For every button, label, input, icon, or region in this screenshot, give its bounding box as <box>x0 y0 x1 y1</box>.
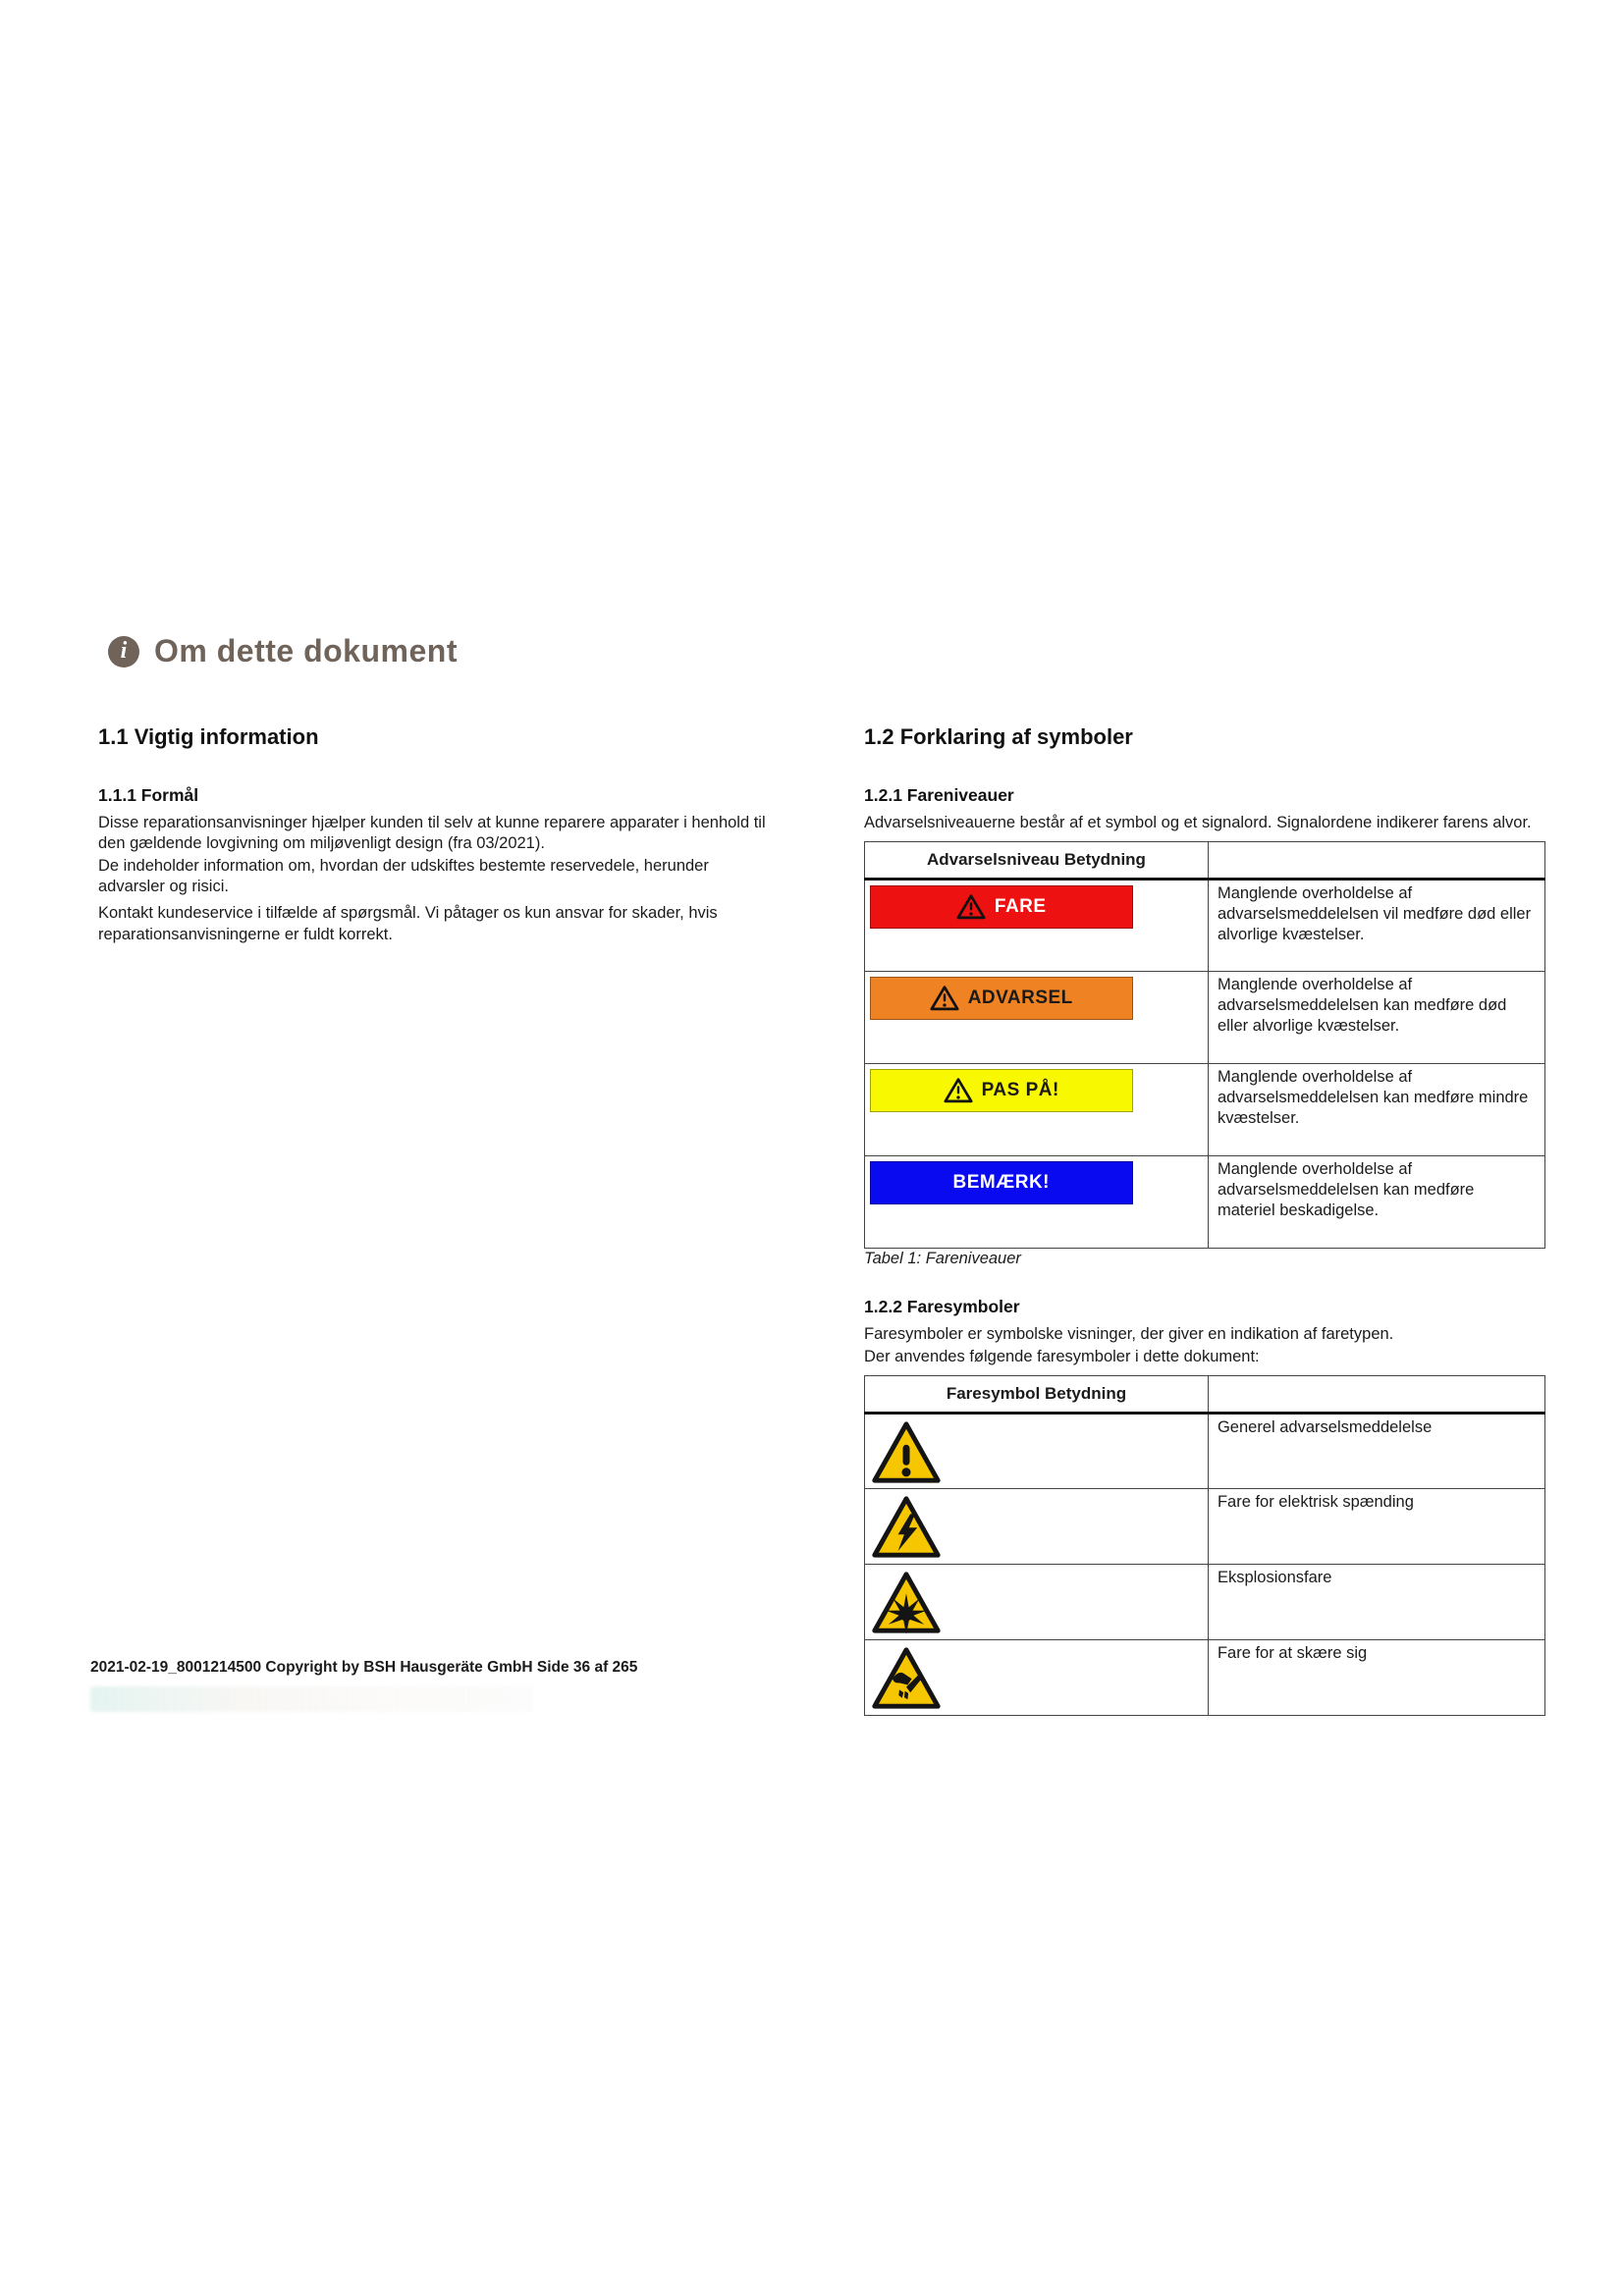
table-row-paspaa: PAS PÅ! Manglende overholdelse af advars… <box>864 1062 1546 1156</box>
meaning-cell: Manglende overholdelse af advarselsmedde… <box>1207 1062 1546 1156</box>
meaning-cell: Fare for at skære sig <box>1207 1638 1546 1716</box>
warning-triangle-icon <box>956 894 986 920</box>
meaning-cell: Manglende overholdelse af advarselsmedde… <box>1207 1154 1546 1249</box>
table-header-cell-empty <box>1207 841 1546 881</box>
page-footer: 2021-02-19_8001214500 Copyright by BSH H… <box>90 1659 638 1676</box>
warning-badge: ADVARSEL <box>870 976 1133 1020</box>
warning-levels-table: Advarselsniveau Betydning FARE Manglende… <box>864 841 1546 1249</box>
table-header-cell-empty <box>1207 1375 1546 1415</box>
paragraph: De indeholder information om, hvordan de… <box>98 857 709 896</box>
subsection-heading-1-1-1: 1.1.1 Formål <box>98 785 199 805</box>
electric-voltage-icon <box>872 1496 941 1558</box>
subsection-heading-1-2-1: 1.2.1 Fareniveauer <box>864 785 1014 805</box>
caution-badge: PAS PÅ! <box>870 1068 1133 1112</box>
general-warning-icon <box>872 1421 941 1483</box>
paragraph: Disse reparationsanvisninger hjælper kun… <box>98 814 766 853</box>
notice-badge: BEMÆRK! <box>870 1160 1133 1204</box>
right-column: 1.2 Forklaring af symboler 1.2.1 Fareniv… <box>864 724 1546 1716</box>
paragraph: Kontakt kundeservice i tilfælde af spørg… <box>98 904 718 943</box>
hazard-symbols-table: Faresymbol Betydning Generel advarselsme… <box>864 1375 1546 1716</box>
table-row-explosion: Eksplosionsfare <box>864 1563 1546 1640</box>
warning-triangle-icon <box>944 1078 973 1103</box>
cut-hazard-icon <box>872 1647 941 1709</box>
table-row-advarsel: ADVARSEL Manglende overholdelse af advar… <box>864 970 1546 1064</box>
explosion-icon <box>872 1572 941 1633</box>
meaning-cell: Eksplosionsfare <box>1207 1563 1546 1640</box>
info-icon: i <box>108 635 139 667</box>
paragraph: Der anvendes følgende faresymboler i det… <box>864 1348 1260 1366</box>
paragraph: Faresymboler er symbolske visninger, der… <box>864 1324 1394 1343</box>
signal-word: ADVARSEL <box>967 987 1073 1008</box>
table-caption: Tabel 1: Fareniveauer <box>864 1249 1021 1267</box>
paragraph: Advarselsniveauerne består af et symbol … <box>864 814 1532 831</box>
table-header-row: Advarselsniveau Betydning <box>864 841 1546 881</box>
meaning-cell: Fare for elektrisk spænding <box>1207 1487 1546 1565</box>
page-title: Om dette dokument <box>154 633 458 668</box>
table-row-general-warning: Generel advarselsmeddelelse <box>864 1412 1546 1489</box>
meaning-cell: Generel advarselsmeddelelse <box>1207 1412 1546 1489</box>
table-row-cut-hazard: Fare for at skære sig <box>864 1638 1546 1716</box>
chapter-title: i Om dette dokument <box>108 633 458 669</box>
left-column: 1.1 Vigtig information 1.1.1 Formål Diss… <box>98 724 780 951</box>
section-heading-1-1: 1.1 Vigtig information <box>98 724 319 749</box>
table-row-bemaerk: BEMÆRK! Manglende overholdelse af advars… <box>864 1154 1546 1249</box>
warning-triangle-icon <box>930 986 959 1011</box>
meaning-cell: Manglende overholdelse af advarselsmedde… <box>1207 970 1546 1064</box>
table-row-electric-voltage: Fare for elektrisk spænding <box>864 1487 1546 1565</box>
signal-word: PAS PÅ! <box>981 1079 1059 1100</box>
table-header-row: Faresymbol Betydning <box>864 1375 1546 1415</box>
danger-badge: FARE <box>870 884 1133 929</box>
table-header-cell: Advarselsniveau Betydning <box>864 841 1209 881</box>
watermark <box>90 1686 534 1712</box>
table-header-cell: Faresymbol Betydning <box>864 1375 1209 1415</box>
meaning-cell: Manglende overholdelse af advarselsmedde… <box>1207 878 1546 972</box>
signal-word: FARE <box>994 895 1047 917</box>
table-row-fare: FARE Manglende overholdelse af advarsels… <box>864 878 1546 972</box>
subsection-heading-1-2-2: 1.2.2 Faresymboler <box>864 1296 1020 1316</box>
section-heading-1-2: 1.2 Forklaring af symboler <box>864 724 1133 749</box>
signal-word: BEMÆRK! <box>952 1171 1050 1193</box>
